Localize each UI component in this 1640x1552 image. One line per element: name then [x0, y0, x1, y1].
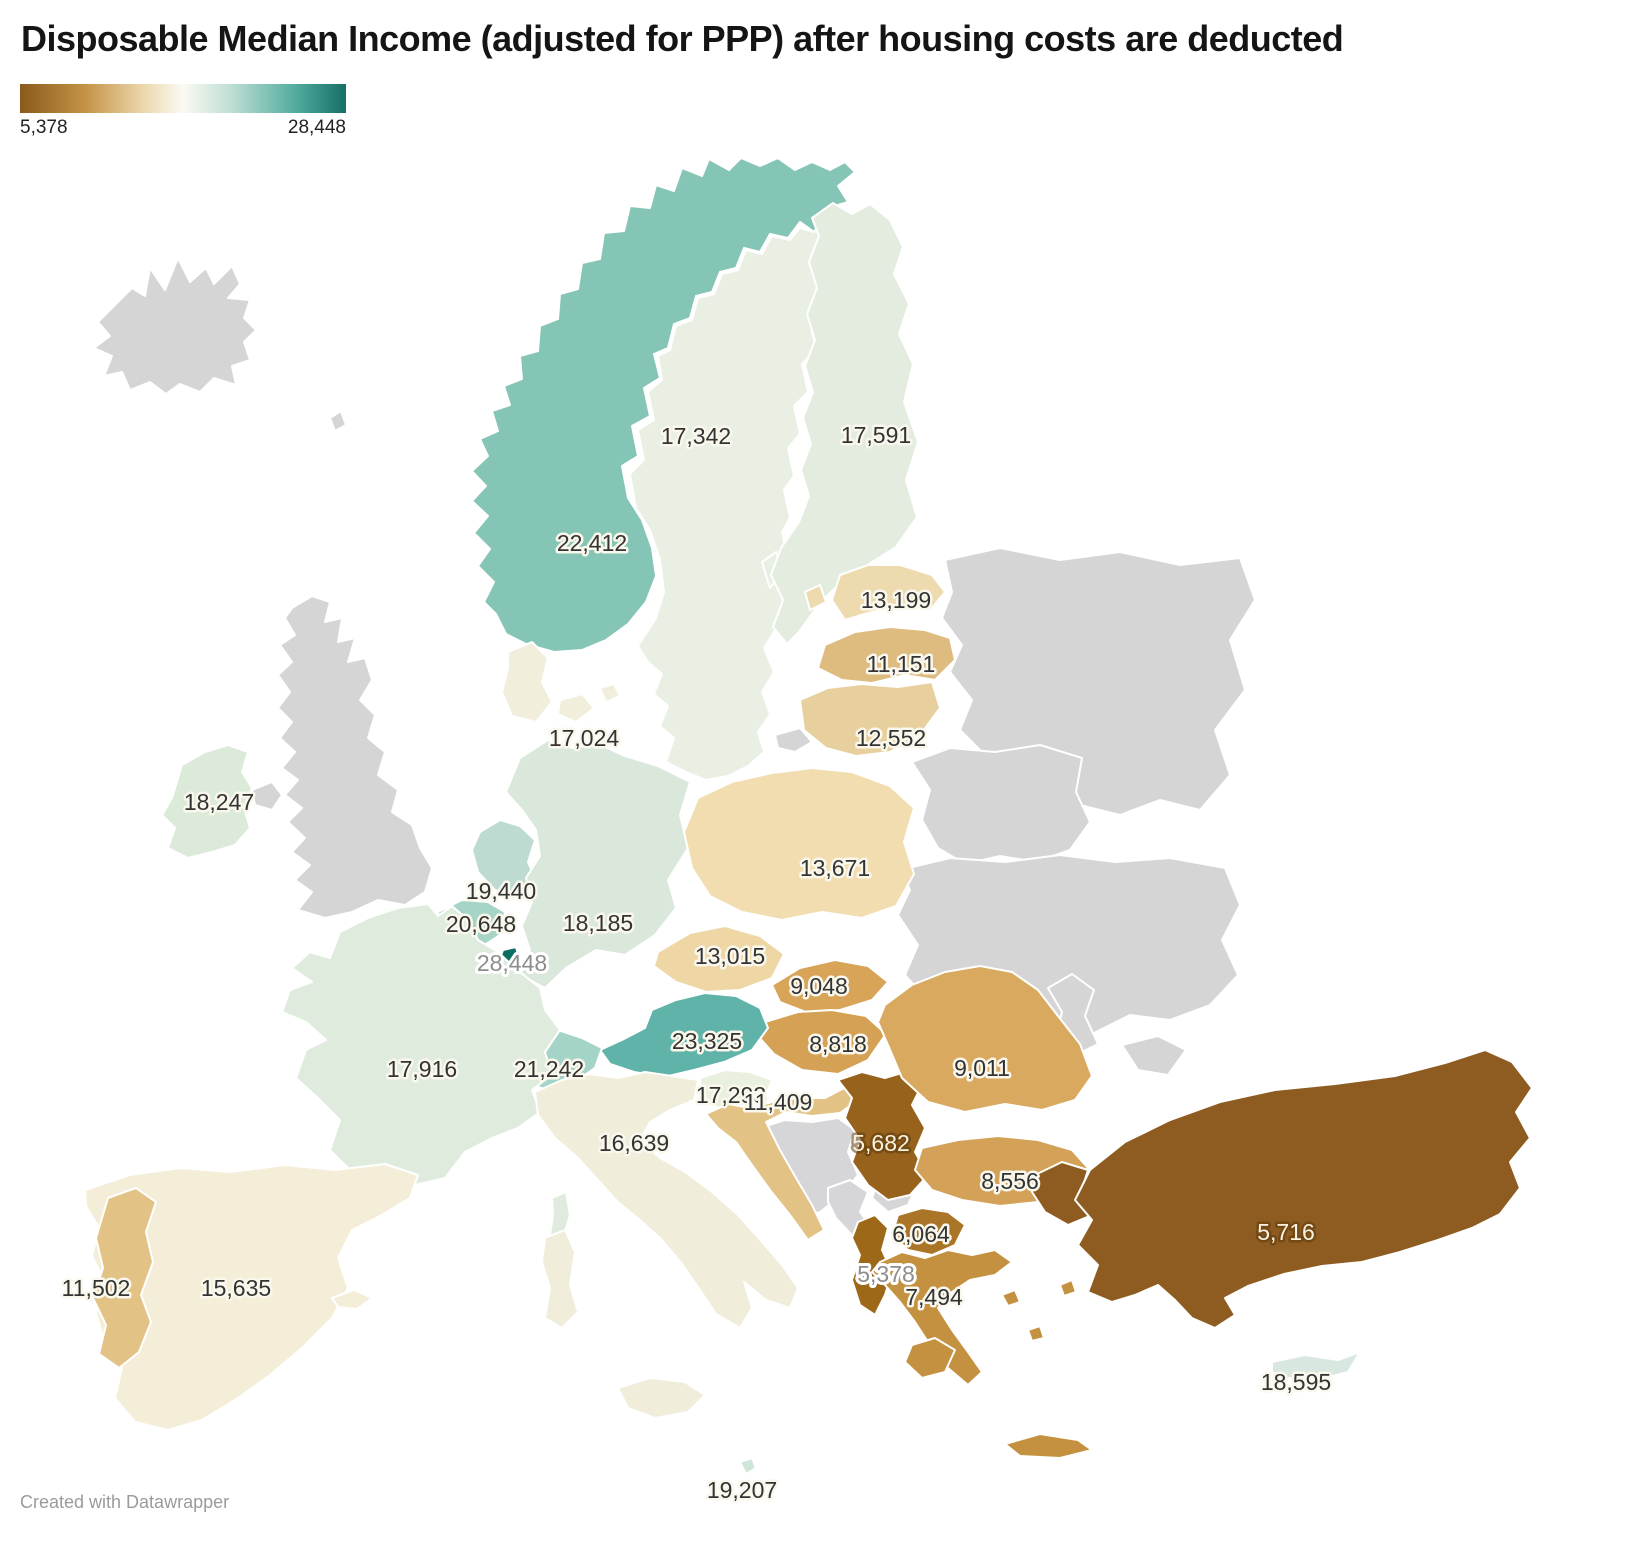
- attribution: Created with Datawrapper: [20, 1492, 230, 1512]
- country-united-kingdom[interactable]: [277, 595, 433, 919]
- country-sicily[interactable]: [617, 1377, 706, 1419]
- value-label-france: 17,916: [387, 1056, 457, 1082]
- country-malta[interactable]: [739, 1457, 757, 1475]
- value-label-north-macedonia: 6,064: [892, 1221, 950, 1247]
- country-sweden[interactable]: [629, 207, 837, 781]
- country-north-macedonia[interactable]: [891, 1207, 966, 1256]
- country-hungary[interactable]: [757, 1009, 887, 1075]
- country-slovenia[interactable]: [699, 1069, 773, 1109]
- country-poland[interactable]: [683, 767, 915, 921]
- country-denmark-funen[interactable]: [599, 683, 621, 703]
- country-aegean-island-2[interactable]: [1027, 1325, 1045, 1342]
- value-label-germany: 18,185: [563, 910, 633, 936]
- value-label-lithuania: 12,552: [856, 725, 926, 751]
- country-aegean-island-1[interactable]: [1001, 1289, 1021, 1307]
- country-turkey[interactable]: [1074, 1049, 1533, 1329]
- value-label-turkey: 5,716: [1257, 1219, 1315, 1245]
- value-label-switzerland: 21,242: [514, 1056, 584, 1082]
- country-denmark-zealand[interactable]: [557, 693, 595, 723]
- value-label-spain: 15,635: [201, 1275, 271, 1301]
- country-finland[interactable]: [770, 202, 919, 645]
- country-romania[interactable]: [877, 965, 1093, 1113]
- country-croatia[interactable]: [705, 1085, 859, 1241]
- value-label-netherlands: 19,440: [466, 878, 536, 904]
- value-label-luxembourg: 28,448: [477, 950, 547, 976]
- country-germany[interactable]: [505, 739, 691, 989]
- country-balearics[interactable]: [331, 1289, 373, 1310]
- value-label-ireland: 18,247: [184, 789, 254, 815]
- value-label-poland: 13,671: [800, 855, 870, 881]
- value-label-sweden: 17,342: [661, 423, 731, 449]
- value-label-romania: 9,011: [954, 1055, 1010, 1081]
- country-crete[interactable]: [1004, 1433, 1093, 1459]
- country-denmark[interactable]: [501, 641, 553, 723]
- legend: 5,378 28,448: [20, 84, 346, 139]
- country-peloponnese[interactable]: [904, 1337, 956, 1379]
- value-label-malta: 19,207: [707, 1477, 777, 1503]
- country-cyprus[interactable]: [1271, 1351, 1361, 1381]
- country-sardinia[interactable]: [541, 1229, 579, 1329]
- country-slovakia[interactable]: [771, 959, 889, 1013]
- country-portugal[interactable]: [92, 1187, 157, 1369]
- legend-labels: 5,378 28,448: [20, 117, 346, 139]
- chart-title: Disposable Median Income (adjusted for P…: [21, 18, 1344, 59]
- country-italy[interactable]: [534, 1071, 799, 1329]
- country-latvia[interactable]: [817, 626, 956, 684]
- country-albania[interactable]: [851, 1214, 893, 1316]
- country-norway[interactable]: [471, 157, 856, 653]
- value-label-italy: 16,639: [599, 1130, 669, 1156]
- legend-gradient-bar: [20, 84, 346, 113]
- value-label-denmark: 17,024: [549, 725, 620, 751]
- value-label-estonia: 13,199: [861, 587, 931, 613]
- country-estonia-islands[interactable]: [804, 584, 827, 611]
- country-czechia[interactable]: [653, 925, 785, 993]
- value-label-austria: 23,325: [672, 1028, 742, 1054]
- value-label-greece: 7,494: [905, 1284, 963, 1310]
- value-label-latvia: 11,151: [867, 651, 936, 677]
- value-label-slovakia: 9,048: [790, 973, 848, 999]
- value-label-belgium: 20,648: [446, 911, 516, 937]
- value-labels-layer: 22,412 17,342 17,591 13,199 11,151 12,552 17,0…: [59, 420, 1334, 1506]
- value-label-portugal: 11,502: [62, 1275, 131, 1301]
- country-estonia[interactable]: [831, 564, 946, 621]
- legend-max-label: 28,448: [287, 117, 346, 138]
- value-label-slovenia: 17,293: [696, 1082, 766, 1108]
- country-faroe[interactable]: [329, 410, 347, 432]
- country-lithuania[interactable]: [799, 681, 941, 757]
- country-iceland[interactable]: [93, 257, 257, 395]
- country-ireland[interactable]: [161, 744, 253, 859]
- value-label-bulgaria: 8,556: [981, 1168, 1039, 1194]
- country-aegean-island-3[interactable]: [1059, 1279, 1077, 1297]
- value-label-czechia: 13,015: [695, 943, 765, 969]
- country-crimea[interactable]: [1121, 1035, 1187, 1076]
- country-france[interactable]: [281, 903, 561, 1186]
- value-label-serbia: 5,682: [852, 1130, 910, 1156]
- value-label-hungary: 8,818: [809, 1031, 867, 1057]
- legend-min-label: 5,378: [20, 117, 68, 138]
- country-greece[interactable]: [871, 1249, 1013, 1386]
- country-kaliningrad[interactable]: [774, 727, 813, 753]
- value-label-finland: 17,591: [841, 422, 911, 448]
- country-belarus[interactable]: [911, 744, 1091, 865]
- value-label-croatia: 11,409: [744, 1089, 813, 1115]
- value-label-cyprus: 18,595: [1261, 1369, 1331, 1395]
- country-northern-ireland[interactable]: [251, 781, 283, 811]
- value-label-norway: 22,412: [557, 530, 627, 556]
- value-label-albania: 5,378: [857, 1261, 915, 1287]
